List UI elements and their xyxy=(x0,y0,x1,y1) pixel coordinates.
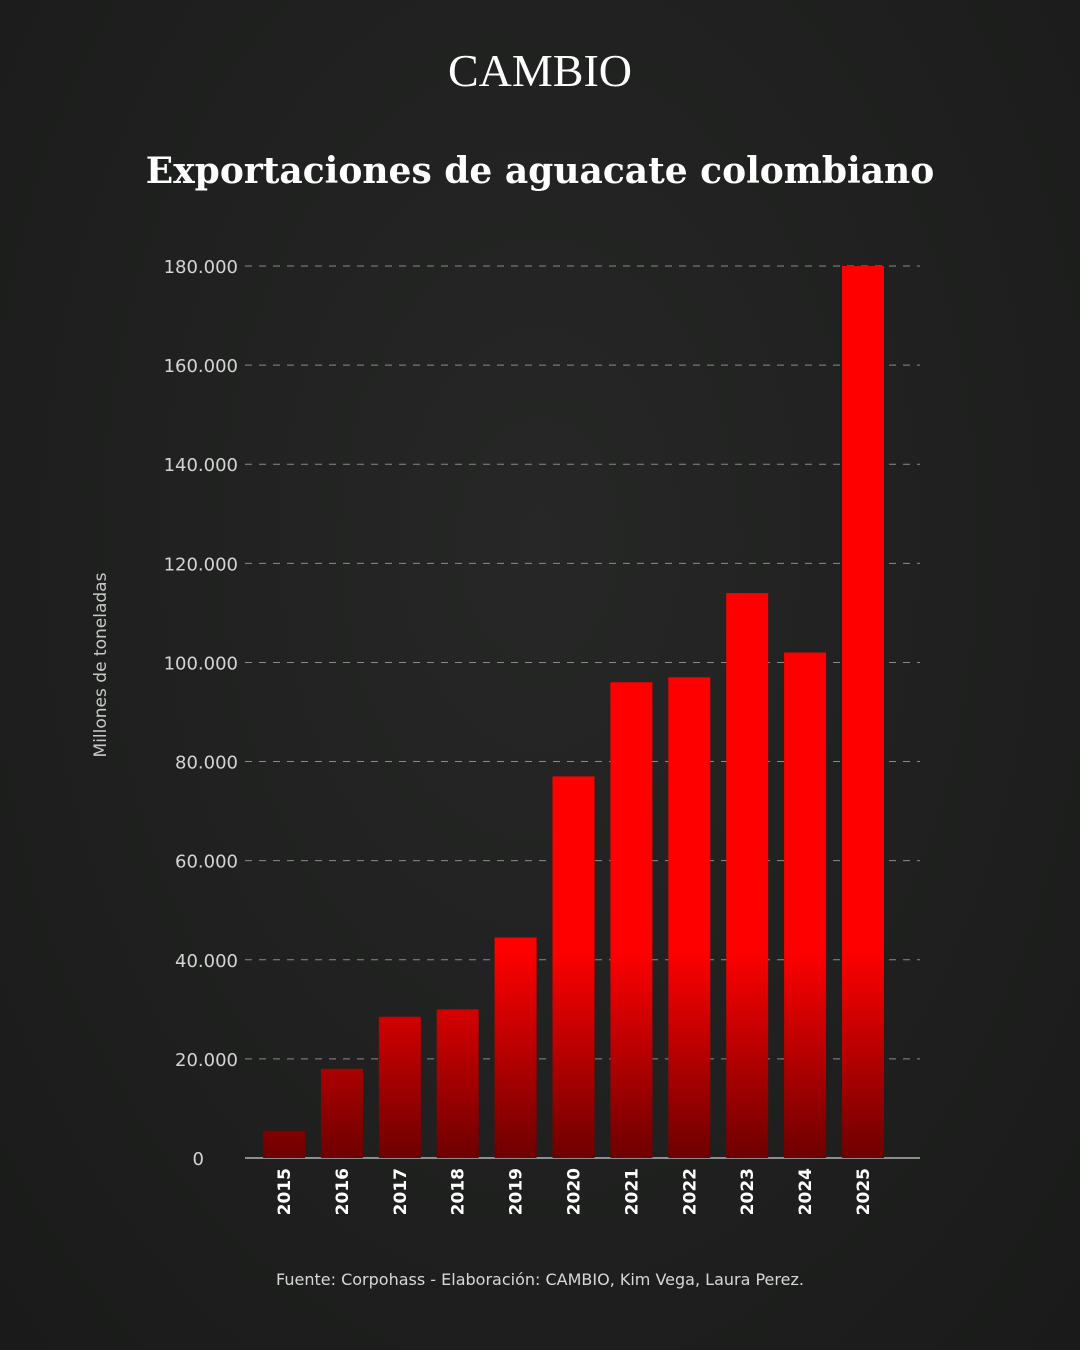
bar-2021 xyxy=(610,682,653,1158)
y-tick-labels: 0 20.000 40.000 60.000 80.000 100.000 120.000 1… xyxy=(164,257,238,1170)
bar-2016 xyxy=(320,1068,363,1158)
x-tick-label: 2022 xyxy=(680,1168,700,1215)
bar-2019 xyxy=(494,937,537,1158)
x-tick-label: 2025 xyxy=(854,1168,874,1215)
x-tick-label: 2018 xyxy=(449,1168,469,1215)
chart-title: Exportaciones de aguacate colombiano xyxy=(145,150,935,192)
y-tick-label: 100.000 xyxy=(164,653,238,674)
bar-2018 xyxy=(436,1009,479,1158)
x-tick-label: 2019 xyxy=(507,1168,527,1215)
x-tick-label: 2020 xyxy=(565,1168,585,1215)
x-tick-labels: 2015 2016 2017 2018 2019 2020 2021 2022 2023 2024… xyxy=(275,1168,874,1215)
x-tick-label: 2015 xyxy=(275,1168,295,1215)
y-tick-label: 140.000 xyxy=(164,455,238,476)
source-note: Fuente: Corpohass - Elaboración: CAMBIO,… xyxy=(276,1270,804,1289)
x-tick-label: 2017 xyxy=(391,1168,411,1215)
y-tick-label: 80.000 xyxy=(175,753,238,774)
x-tick-label: 2021 xyxy=(622,1168,642,1215)
bar-2015 xyxy=(263,1130,305,1158)
y-tick-label: 160.000 xyxy=(164,356,238,377)
brand-logo: CAMBIO xyxy=(447,45,633,96)
y-tick-label: 40.000 xyxy=(175,951,238,972)
x-tick-label: 2023 xyxy=(738,1168,758,1215)
bar-2024 xyxy=(784,652,827,1158)
y-tick-label: 60.000 xyxy=(175,852,238,873)
x-tick-label: 2024 xyxy=(796,1168,816,1215)
bar-2020 xyxy=(552,776,595,1158)
y-tick-label: 180.000 xyxy=(164,257,238,278)
bar-2025 xyxy=(842,266,884,1158)
bars xyxy=(263,266,884,1158)
x-tick-label: 2016 xyxy=(333,1168,353,1215)
bar-2023 xyxy=(726,593,769,1158)
bar-2022 xyxy=(668,677,711,1158)
bar-2017 xyxy=(378,1016,421,1158)
y-tick-label: 20.000 xyxy=(175,1050,238,1071)
y-tick-label: 120.000 xyxy=(164,554,238,575)
y-tick-label: 0 xyxy=(193,1149,204,1170)
